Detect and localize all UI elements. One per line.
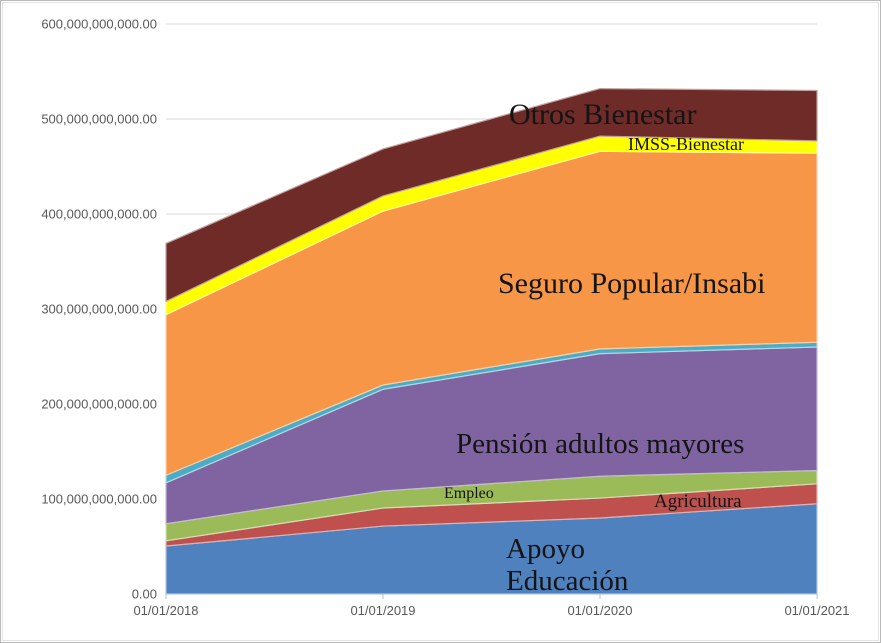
series-label-agricultura: Agricultura bbox=[654, 491, 742, 512]
x-axis-tick-label: 01/01/2021 bbox=[784, 603, 849, 618]
x-axis-tick-label: 01/01/2020 bbox=[567, 603, 632, 618]
x-axis-tick-label: 01/01/2019 bbox=[350, 603, 415, 618]
x-axis-tick-label: 01/01/2018 bbox=[133, 603, 198, 618]
y-axis-tick-label: 500,000,000,000.00 bbox=[41, 112, 157, 127]
y-axis-tick-label: 400,000,000,000.00 bbox=[41, 207, 157, 222]
y-axis-tick-label: 0.00 bbox=[132, 587, 157, 602]
y-axis-tick-label: 600,000,000,000.00 bbox=[41, 17, 157, 32]
series-label-apoyo: Apoyo Educación bbox=[506, 533, 629, 597]
series-label-empleo: Empleo bbox=[444, 485, 494, 502]
series-label-otros-bienestar: Otros Bienestar bbox=[509, 98, 696, 131]
series-label-seguro-popular-insabi: Seguro Popular/Insabi bbox=[498, 267, 765, 300]
series-label-pensi-n-adultos-mayores: Pensión adultos mayores bbox=[456, 428, 744, 460]
y-axis-tick-label: 300,000,000,000.00 bbox=[41, 302, 157, 317]
series-label-imss-bienestar: IMSS-Bienestar bbox=[628, 134, 744, 154]
area-series-otros-bienestar bbox=[165, 88, 818, 302]
y-axis-tick-label: 100,000,000,000.00 bbox=[41, 492, 157, 507]
y-axis-tick-label: 200,000,000,000.00 bbox=[41, 397, 157, 412]
